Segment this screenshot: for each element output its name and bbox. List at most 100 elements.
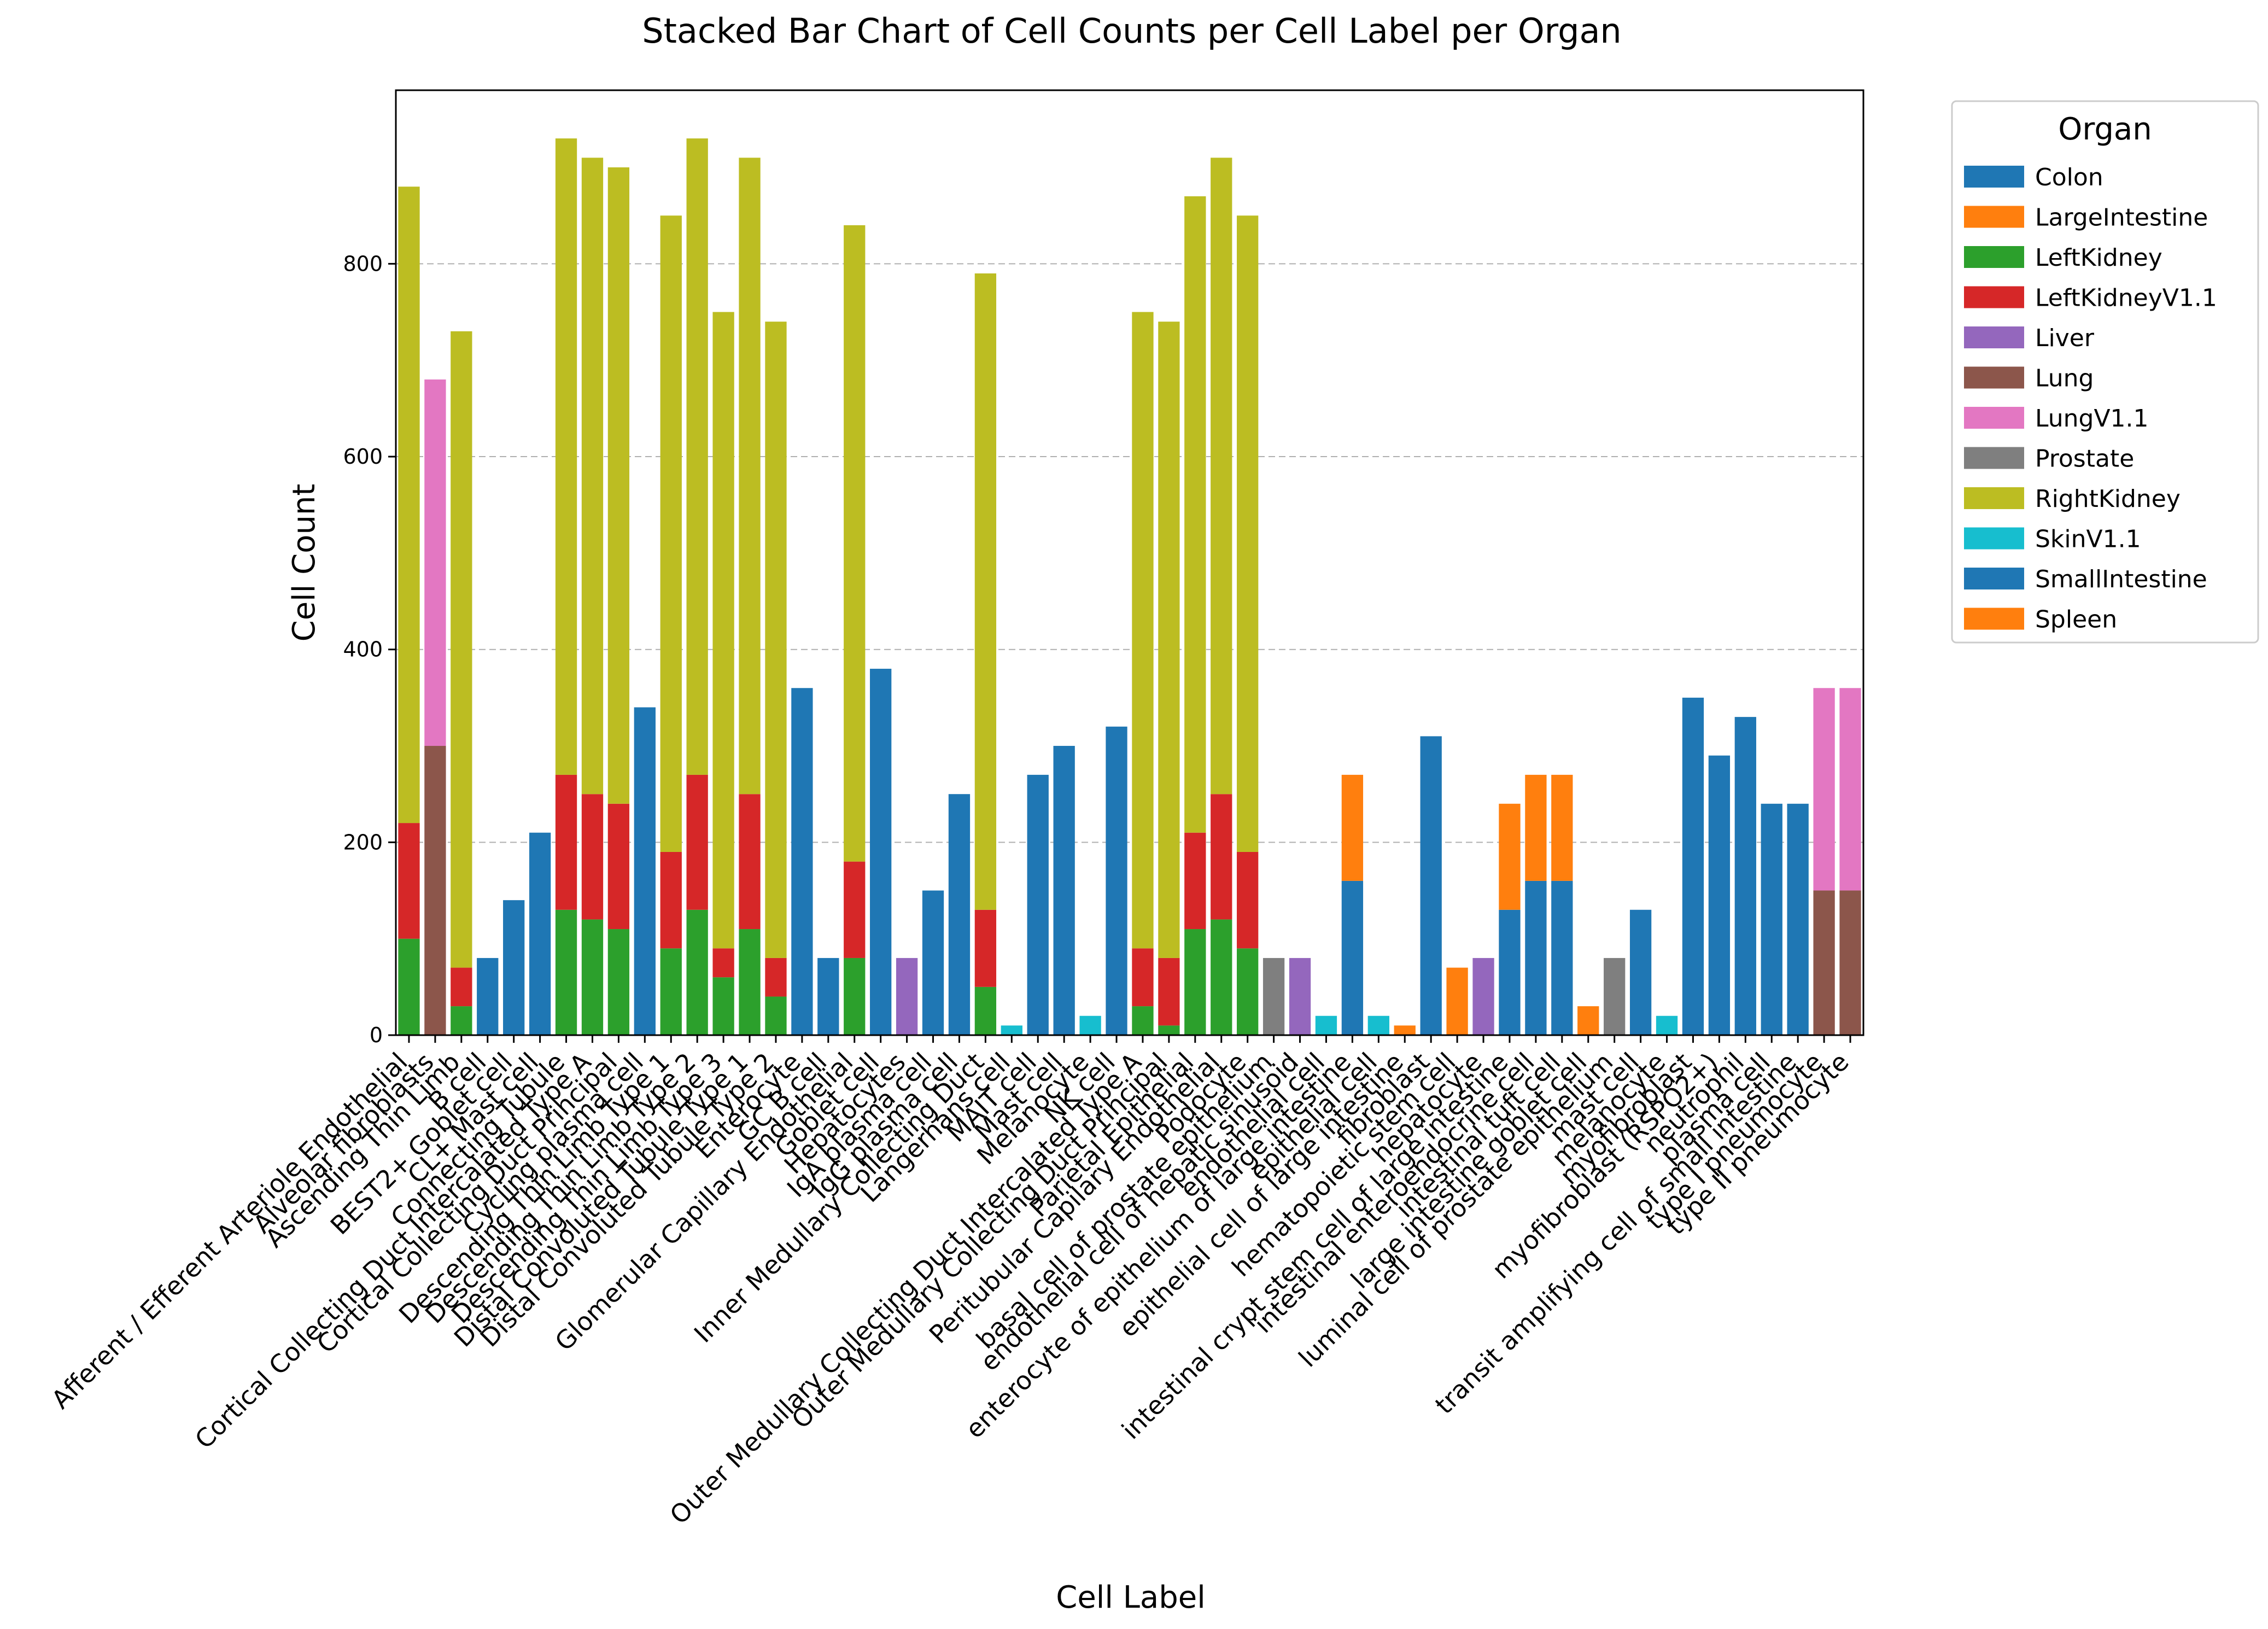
bar-segment <box>1525 774 1547 881</box>
bar-segment <box>1053 746 1075 1035</box>
bar-segment <box>1551 774 1573 881</box>
bar-segment <box>1079 1015 1101 1035</box>
bar-segment <box>765 996 787 1035</box>
bar-segment <box>974 909 997 987</box>
bar-segment <box>451 967 472 1007</box>
bar-segment <box>607 803 630 930</box>
legend-label: Prostate <box>2035 445 2134 473</box>
bar-segment <box>739 929 761 1035</box>
bar-segment <box>555 774 577 910</box>
bar-segment <box>451 331 472 968</box>
legend-swatch <box>1964 487 2024 509</box>
bar-segment <box>1839 688 1861 891</box>
bar-segment <box>607 167 630 804</box>
bar-segment <box>1446 967 1468 1035</box>
bar-segment <box>1420 736 1442 1035</box>
bar-segment <box>398 938 420 1035</box>
plot-area-frame <box>395 89 1864 1036</box>
legend-label: LeftKidney <box>2035 244 2162 272</box>
bar-segment <box>1237 215 1259 852</box>
bar-segment <box>844 861 866 958</box>
bar-segment <box>1211 157 1232 795</box>
legend-label: LargeIntestine <box>2035 204 2208 232</box>
legend-swatch <box>1964 407 2024 429</box>
bar-segment <box>739 794 761 930</box>
bar-segment <box>712 312 734 949</box>
bar-segment <box>503 900 525 1035</box>
x-axis-label: Cell Label <box>1056 1580 1206 1615</box>
bar-segment <box>398 186 420 824</box>
y-axis-label: Cell Count <box>287 484 322 642</box>
bar-segment <box>660 851 682 949</box>
bar-segment <box>896 957 918 1035</box>
y-tick-label: 400 <box>343 638 383 662</box>
bar-segment <box>1367 1015 1389 1035</box>
bar-segment <box>844 225 866 862</box>
bar-segment <box>477 957 499 1035</box>
bar-segment <box>555 909 577 1035</box>
bar-segment <box>1237 851 1259 949</box>
y-tick-label: 0 <box>370 1023 383 1047</box>
legend-label: RightKidney <box>2035 485 2181 513</box>
y-tick-label: 600 <box>343 445 383 469</box>
bar-segment <box>1158 957 1180 1026</box>
y-tick-label: 200 <box>343 830 383 854</box>
bar-segment <box>974 273 997 910</box>
bar-segment <box>765 957 787 997</box>
y-axis-ticks: 0 200 400 600 800 <box>343 252 396 1047</box>
bar-segment <box>712 948 734 978</box>
x-axis-ticks: Afferent / Efferent Arteriole Endothelia… <box>46 1035 1855 1530</box>
bar-segment <box>1629 909 1652 1035</box>
bar-segment <box>1184 832 1206 930</box>
bar-segment <box>1551 880 1573 1035</box>
legend-items: Colon LargeIntestine LeftKidney LeftKidneyV… <box>1964 164 2217 634</box>
bar-segment <box>1262 957 1285 1035</box>
bar-segment <box>1813 890 1835 1035</box>
bar-segment <box>686 909 708 1035</box>
bar-segment <box>1604 957 1626 1035</box>
legend-label: Spleen <box>2035 606 2117 634</box>
legend-label: SkinV1.1 <box>2035 526 2141 553</box>
bar-segment <box>660 215 682 852</box>
legend-label: Lung <box>2035 365 2094 393</box>
legend-swatch <box>1964 608 2024 630</box>
bar-segment <box>1577 1006 1599 1035</box>
bar-segment <box>1184 929 1206 1035</box>
bar-segment <box>1027 774 1049 1035</box>
y-tick-label: 800 <box>343 252 383 276</box>
bar-segment <box>1132 1006 1154 1035</box>
legend-swatch <box>1964 568 2024 589</box>
legend-label: SmallIntestine <box>2035 565 2207 593</box>
legend-swatch <box>1964 366 2024 389</box>
legend-label: LungV1.1 <box>2035 405 2149 433</box>
bar-segment <box>1132 948 1154 1007</box>
bar-segment <box>1394 1025 1416 1035</box>
bar-segment <box>1341 774 1364 881</box>
bar-segment <box>1158 322 1180 958</box>
bar-segment <box>1499 909 1521 1035</box>
bar-segment <box>765 322 787 958</box>
bar-segment <box>1341 880 1364 1035</box>
bar-segment <box>1001 1025 1022 1035</box>
bar-segment <box>1289 957 1311 1035</box>
bar-segment <box>1184 196 1206 833</box>
bar-segment <box>398 823 420 939</box>
bars <box>398 138 1861 1035</box>
bar-segment <box>1132 312 1154 949</box>
bar-segment <box>1734 717 1756 1035</box>
legend-swatch <box>1964 527 2024 550</box>
legend-label: LeftKidneyV1.1 <box>2035 284 2217 312</box>
bar-segment <box>1211 794 1232 920</box>
legend-title: Organ <box>2058 112 2152 147</box>
bar-segment <box>451 1006 472 1035</box>
bar-segment <box>1708 755 1731 1035</box>
legend-swatch <box>1964 447 2024 469</box>
legend-swatch <box>1964 246 2024 268</box>
bar-segment <box>1106 726 1127 1035</box>
legend-swatch <box>1964 286 2024 308</box>
legend-label: Liver <box>2035 324 2095 352</box>
bar-segment <box>529 832 551 1035</box>
legend-label: Colon <box>2035 164 2103 191</box>
